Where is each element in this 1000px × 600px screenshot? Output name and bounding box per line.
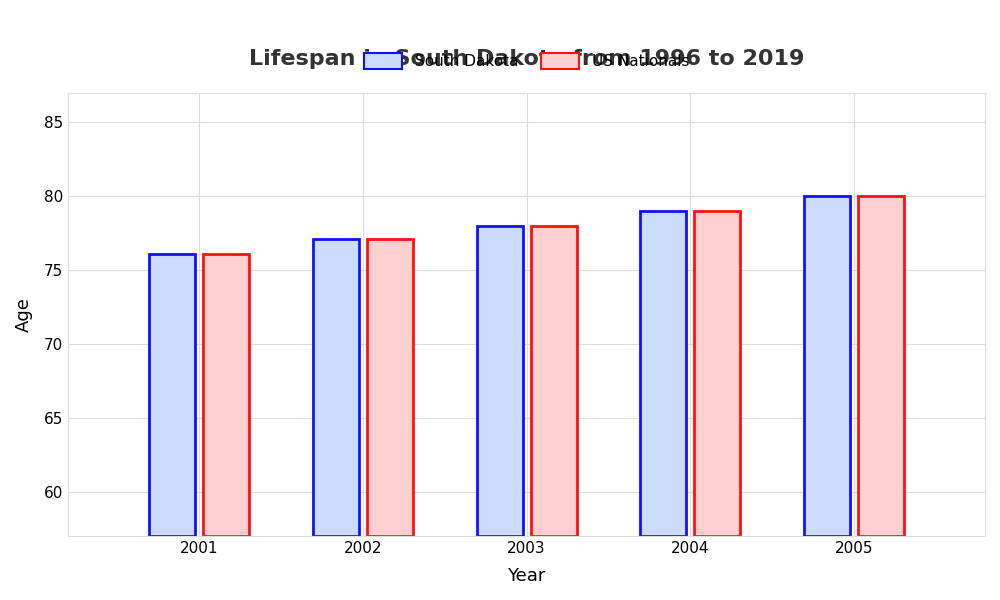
Bar (477, 226, 523, 536)
Title: Lifespan in South Dakota from 1996 to 2019: Lifespan in South Dakota from 1996 to 20… (249, 49, 804, 69)
Bar (149, 254, 195, 536)
X-axis label: Year: Year (507, 567, 546, 585)
Bar (203, 254, 249, 536)
Y-axis label: Age: Age (15, 297, 33, 332)
Bar (367, 239, 413, 536)
Bar (640, 211, 686, 536)
Bar (694, 211, 740, 536)
Bar (804, 196, 850, 536)
Legend: South Dakota, US Nationals: South Dakota, US Nationals (358, 47, 695, 76)
Bar (531, 226, 577, 536)
Bar (858, 196, 904, 536)
Bar (313, 239, 359, 536)
